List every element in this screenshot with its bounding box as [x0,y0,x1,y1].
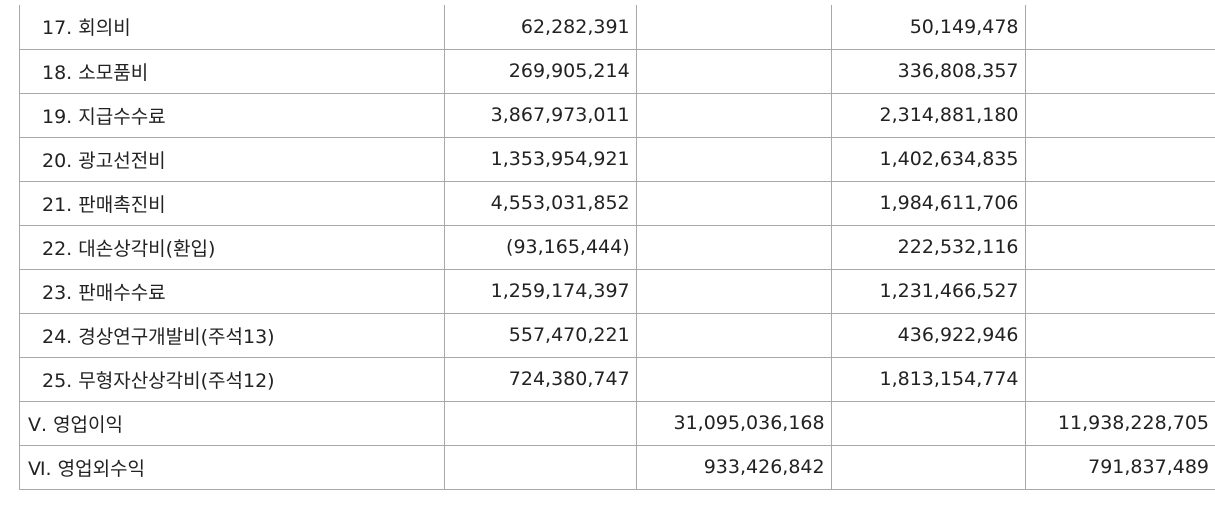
row-label: 19. 지급수수료 [19,92,445,138]
row-label: 23. 판매수수료 [19,268,445,314]
subtotal-amount-current [635,136,832,182]
item-amount-current: 1,259,174,397 [443,268,637,314]
section-row: Ⅵ. 영업외수익 933,426,842 791,837,489 [19,444,1215,490]
row-label: 18. 소모품비 [19,48,445,94]
subtotal-amount-current [635,48,832,94]
subtotal-amount-current: 933,426,842 [635,444,832,490]
subtotal-amount-prior [1024,136,1215,182]
subtotal-amount-current [635,268,832,314]
subtotal-amount-current [635,5,832,50]
row-label: 17. 회의비 [19,5,445,50]
row-label: 25. 무형자산상각비(주석12) [19,356,445,402]
subtotal-amount-prior [1024,48,1215,94]
row-label: 20. 광고선전비 [19,136,445,182]
item-amount-prior: 2,314,881,180 [830,92,1026,138]
subtotal-amount-current [635,180,832,226]
income-statement-table: 17. 회의비 62,282,391 50,149,478 18. 소모품비 269,9… [19,5,1215,490]
table-row: 17. 회의비 62,282,391 50,149,478 [19,5,1215,50]
subtotal-amount-prior [1024,224,1215,270]
item-amount-prior: 1,813,154,774 [830,356,1026,402]
subtotal-amount-current: 31,095,036,168 [635,400,832,446]
table-row: 23. 판매수수료 1,259,174,397 1,231,466,527 [19,268,1215,314]
table-row: 25. 무형자산상각비(주석12) 724,380,747 1,813,154,77… [19,356,1215,402]
subtotal-amount-current [635,224,832,270]
row-label: 24. 경상연구개발비(주석13) [19,312,445,358]
row-label: 21. 판매촉진비 [19,180,445,226]
item-amount-prior: 436,922,946 [830,312,1026,358]
item-amount-current: 3,867,973,011 [443,92,637,138]
item-amount-current: 4,553,031,852 [443,180,637,226]
table-row: 24. 경상연구개발비(주석13) 557,470,221 436,922,946 [19,312,1215,358]
item-amount-current [443,444,637,490]
subtotal-amount-prior [1024,92,1215,138]
table-row: 22. 대손상각비(환입) (93,165,444) 222,532,116 [19,224,1215,270]
table-row: 20. 광고선전비 1,353,954,921 1,402,634,835 [19,136,1215,182]
row-label: 22. 대손상각비(환입) [19,224,445,270]
item-amount-prior: 222,532,116 [830,224,1026,270]
table-row: 18. 소모품비 269,905,214 336,808,357 [19,48,1215,94]
row-label: Ⅴ. 영업이익 [19,400,445,446]
item-amount-prior: 1,984,611,706 [830,180,1026,226]
item-amount-prior: 1,402,634,835 [830,136,1026,182]
subtotal-amount-prior [1024,356,1215,402]
item-amount-current: 557,470,221 [443,312,637,358]
item-amount-prior: 50,149,478 [830,5,1026,50]
table-row: 21. 판매촉진비 4,553,031,852 1,984,611,706 [19,180,1215,226]
section-row: Ⅴ. 영업이익 31,095,036,168 11,938,228,705 [19,400,1215,446]
item-amount-prior [830,400,1026,446]
subtotal-amount-prior [1024,312,1215,358]
subtotal-amount-prior [1024,180,1215,226]
item-amount-prior: 336,808,357 [830,48,1026,94]
subtotal-amount-prior: 791,837,489 [1024,444,1215,490]
subtotal-amount-prior [1024,5,1215,50]
table-row: 19. 지급수수료 3,867,973,011 2,314,881,180 [19,92,1215,138]
item-amount-prior: 1,231,466,527 [830,268,1026,314]
item-amount-current: 1,353,954,921 [443,136,637,182]
subtotal-amount-current [635,356,832,402]
item-amount-prior [830,444,1026,490]
subtotal-amount-prior [1024,268,1215,314]
table-body: 17. 회의비 62,282,391 50,149,478 18. 소모품비 269,9… [19,5,1215,490]
item-amount-current: 62,282,391 [443,5,637,50]
row-label: Ⅵ. 영업외수익 [19,444,445,490]
item-amount-current: 724,380,747 [443,356,637,402]
subtotal-amount-current [635,92,832,138]
item-amount-current: 269,905,214 [443,48,637,94]
subtotal-amount-prior: 11,938,228,705 [1024,400,1215,446]
subtotal-amount-current [635,312,832,358]
item-amount-current: (93,165,444) [443,224,637,270]
item-amount-current [443,400,637,446]
